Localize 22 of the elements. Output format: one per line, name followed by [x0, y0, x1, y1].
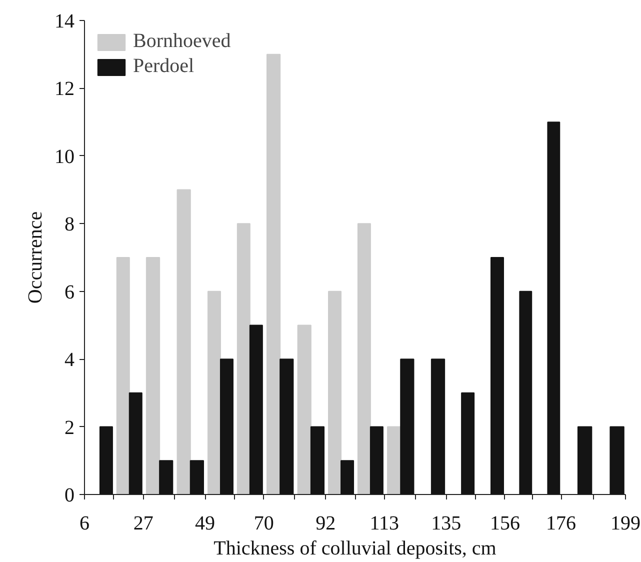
- y-tick-label: 10: [54, 146, 74, 168]
- legend-label: Bornhoeved: [133, 30, 231, 53]
- y-tick-label: 2: [64, 416, 74, 439]
- x-tick-label: 176: [546, 512, 576, 534]
- x-tick-label: 6: [80, 512, 90, 534]
- y-tick-label: 6: [64, 281, 74, 304]
- x-tick-label: 70: [254, 512, 274, 534]
- y-axis-title: Occurrence: [24, 211, 46, 304]
- x-tick-label: 92: [316, 512, 336, 534]
- x-tick-label: 156: [490, 512, 520, 534]
- y-tick-label: 12: [54, 78, 74, 100]
- y-tick-label: 0: [64, 484, 74, 506]
- x-tick-label: 135: [431, 512, 462, 534]
- x-tick-label: 49: [195, 512, 216, 534]
- legend-label: Perdoel: [133, 55, 194, 78]
- y-tick-label: 8: [64, 214, 74, 236]
- x-axis-title: Thickness of colluvial deposits, cm: [214, 538, 497, 560]
- x-tick-label: 113: [370, 512, 400, 534]
- x-tick-label: 199: [610, 512, 640, 534]
- x-tick-label: 27: [133, 512, 154, 534]
- y-tick-label: 14: [54, 10, 74, 32]
- y-tick-label: 4: [64, 349, 74, 372]
